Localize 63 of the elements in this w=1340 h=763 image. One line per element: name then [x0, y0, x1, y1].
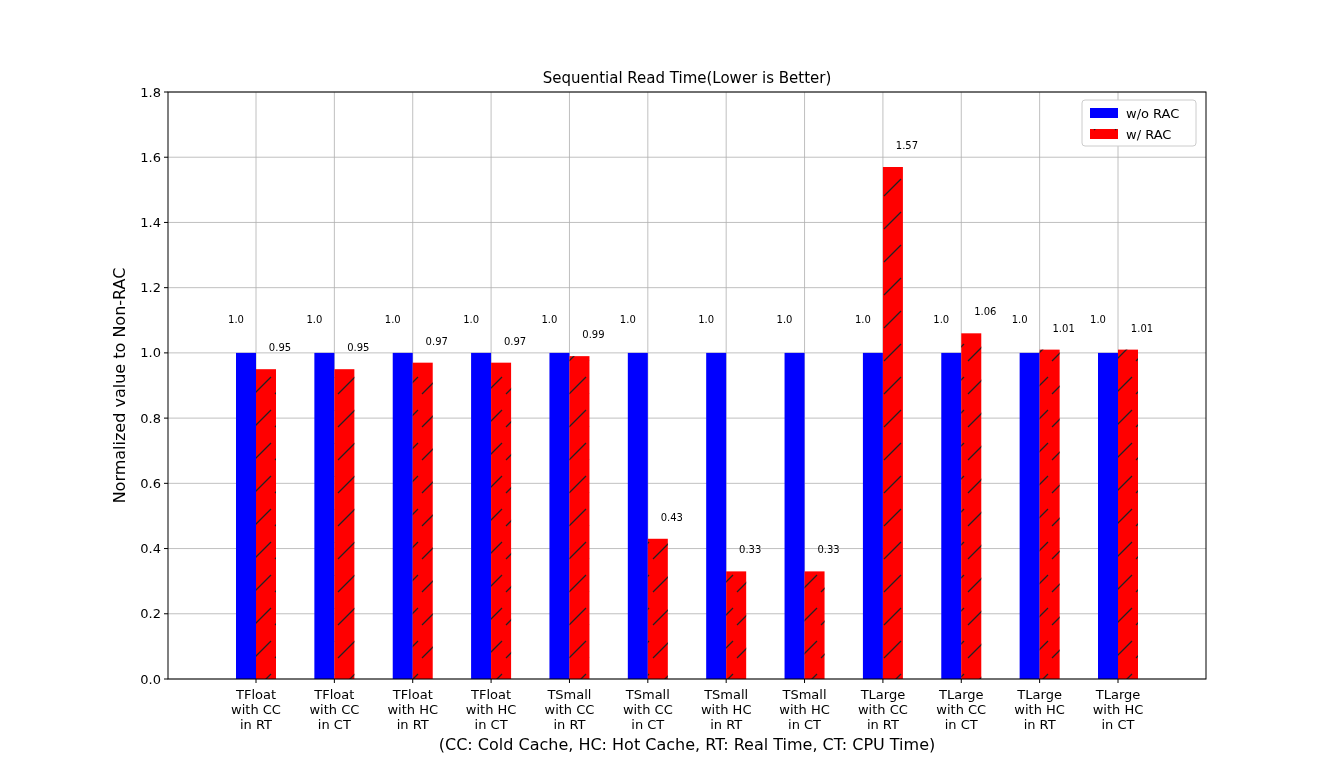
y-tick-label: 1.0	[140, 345, 161, 361]
data-label: 1.0	[384, 313, 401, 325]
x-tick-label: TFloat with CC in CT	[309, 687, 360, 732]
y-tick-label: 0.4	[140, 541, 161, 557]
data-label: 1.0	[228, 313, 244, 325]
x-tick-label: TLarge with CC in CT	[936, 687, 987, 732]
x-axis-title: (CC: Cold Cache, HC: Hot Cache, RT: Real Time, CT: CPU Time)	[438, 735, 936, 754]
data-label: 1.0	[933, 313, 950, 325]
data-label: 1.01	[1052, 322, 1075, 334]
bar	[236, 352, 256, 679]
data-label: 1.57	[895, 140, 919, 152]
x-tick-label: TFloat with CC in RT	[231, 687, 281, 732]
x-tick-label: TFloat with HC in RT	[387, 687, 439, 732]
y-tick-label: 0.8	[140, 410, 161, 426]
data-label: 1.0	[698, 313, 715, 325]
y-tick-label: 0.2	[140, 606, 161, 622]
x-tick-label: TLarge with HC in RT	[1014, 687, 1065, 732]
y-tick-label: 1.8	[140, 84, 161, 100]
bar	[784, 352, 805, 679]
data-label: 0.97	[503, 335, 527, 347]
data-label: 0.97	[425, 335, 448, 347]
data-label: 1.0	[776, 313, 793, 325]
x-tick-label: TSmall with HC in CT	[779, 687, 830, 732]
data-label: 1.0	[463, 313, 480, 325]
x-tick-label: TSmall with HC in RT	[700, 687, 752, 732]
x-tick-label: TSmall with CC in CT	[622, 687, 673, 732]
data-label: 0.33	[739, 544, 762, 556]
bar	[1098, 352, 1118, 679]
bar	[941, 352, 962, 679]
bar	[314, 352, 335, 679]
y-axis-title: Normalized value to Non-RAC	[110, 267, 129, 504]
x-tick-label: TFloat with HC in CT	[465, 687, 517, 732]
bar	[549, 352, 570, 679]
bar	[862, 352, 883, 679]
chart-title: Sequential Read Time(Lower is Better)	[542, 69, 832, 87]
legend-label: w/ RAC	[1126, 126, 1172, 142]
data-label: 1.01	[1130, 322, 1154, 334]
data-label: 1.0	[854, 313, 871, 325]
data-label: 0.95	[268, 342, 292, 354]
data-label: 1.06	[974, 306, 997, 318]
data-label: 0.33	[817, 544, 840, 556]
data-label: 1.0	[1090, 313, 1106, 325]
x-tick-label: TLarge with CC in RT	[857, 687, 908, 732]
y-tick-label: 1.4	[140, 214, 161, 230]
legend-label: w/o RAC	[1126, 105, 1180, 121]
y-tick-label: 1.6	[140, 149, 161, 165]
y-tick-label: 1.2	[140, 280, 161, 296]
x-tick-label: TSmall with CC in RT	[544, 687, 595, 732]
data-label: 1.0	[1011, 313, 1028, 325]
y-tick-label: 0.0	[140, 671, 161, 687]
data-label: 1.0	[306, 313, 323, 325]
bar	[627, 352, 648, 679]
y-tick-label: 0.6	[140, 475, 161, 491]
bar	[392, 352, 413, 679]
data-label: 0.43	[660, 511, 683, 523]
data-label: 1.0	[541, 313, 558, 325]
bar	[1019, 352, 1040, 679]
bar	[471, 352, 492, 679]
data-label: 0.95	[347, 342, 370, 354]
bar	[706, 352, 727, 679]
x-tick-label: TLarge with HC in CT	[1092, 687, 1144, 732]
data-label: 0.99	[582, 329, 605, 341]
data-label: 1.0	[619, 313, 636, 325]
